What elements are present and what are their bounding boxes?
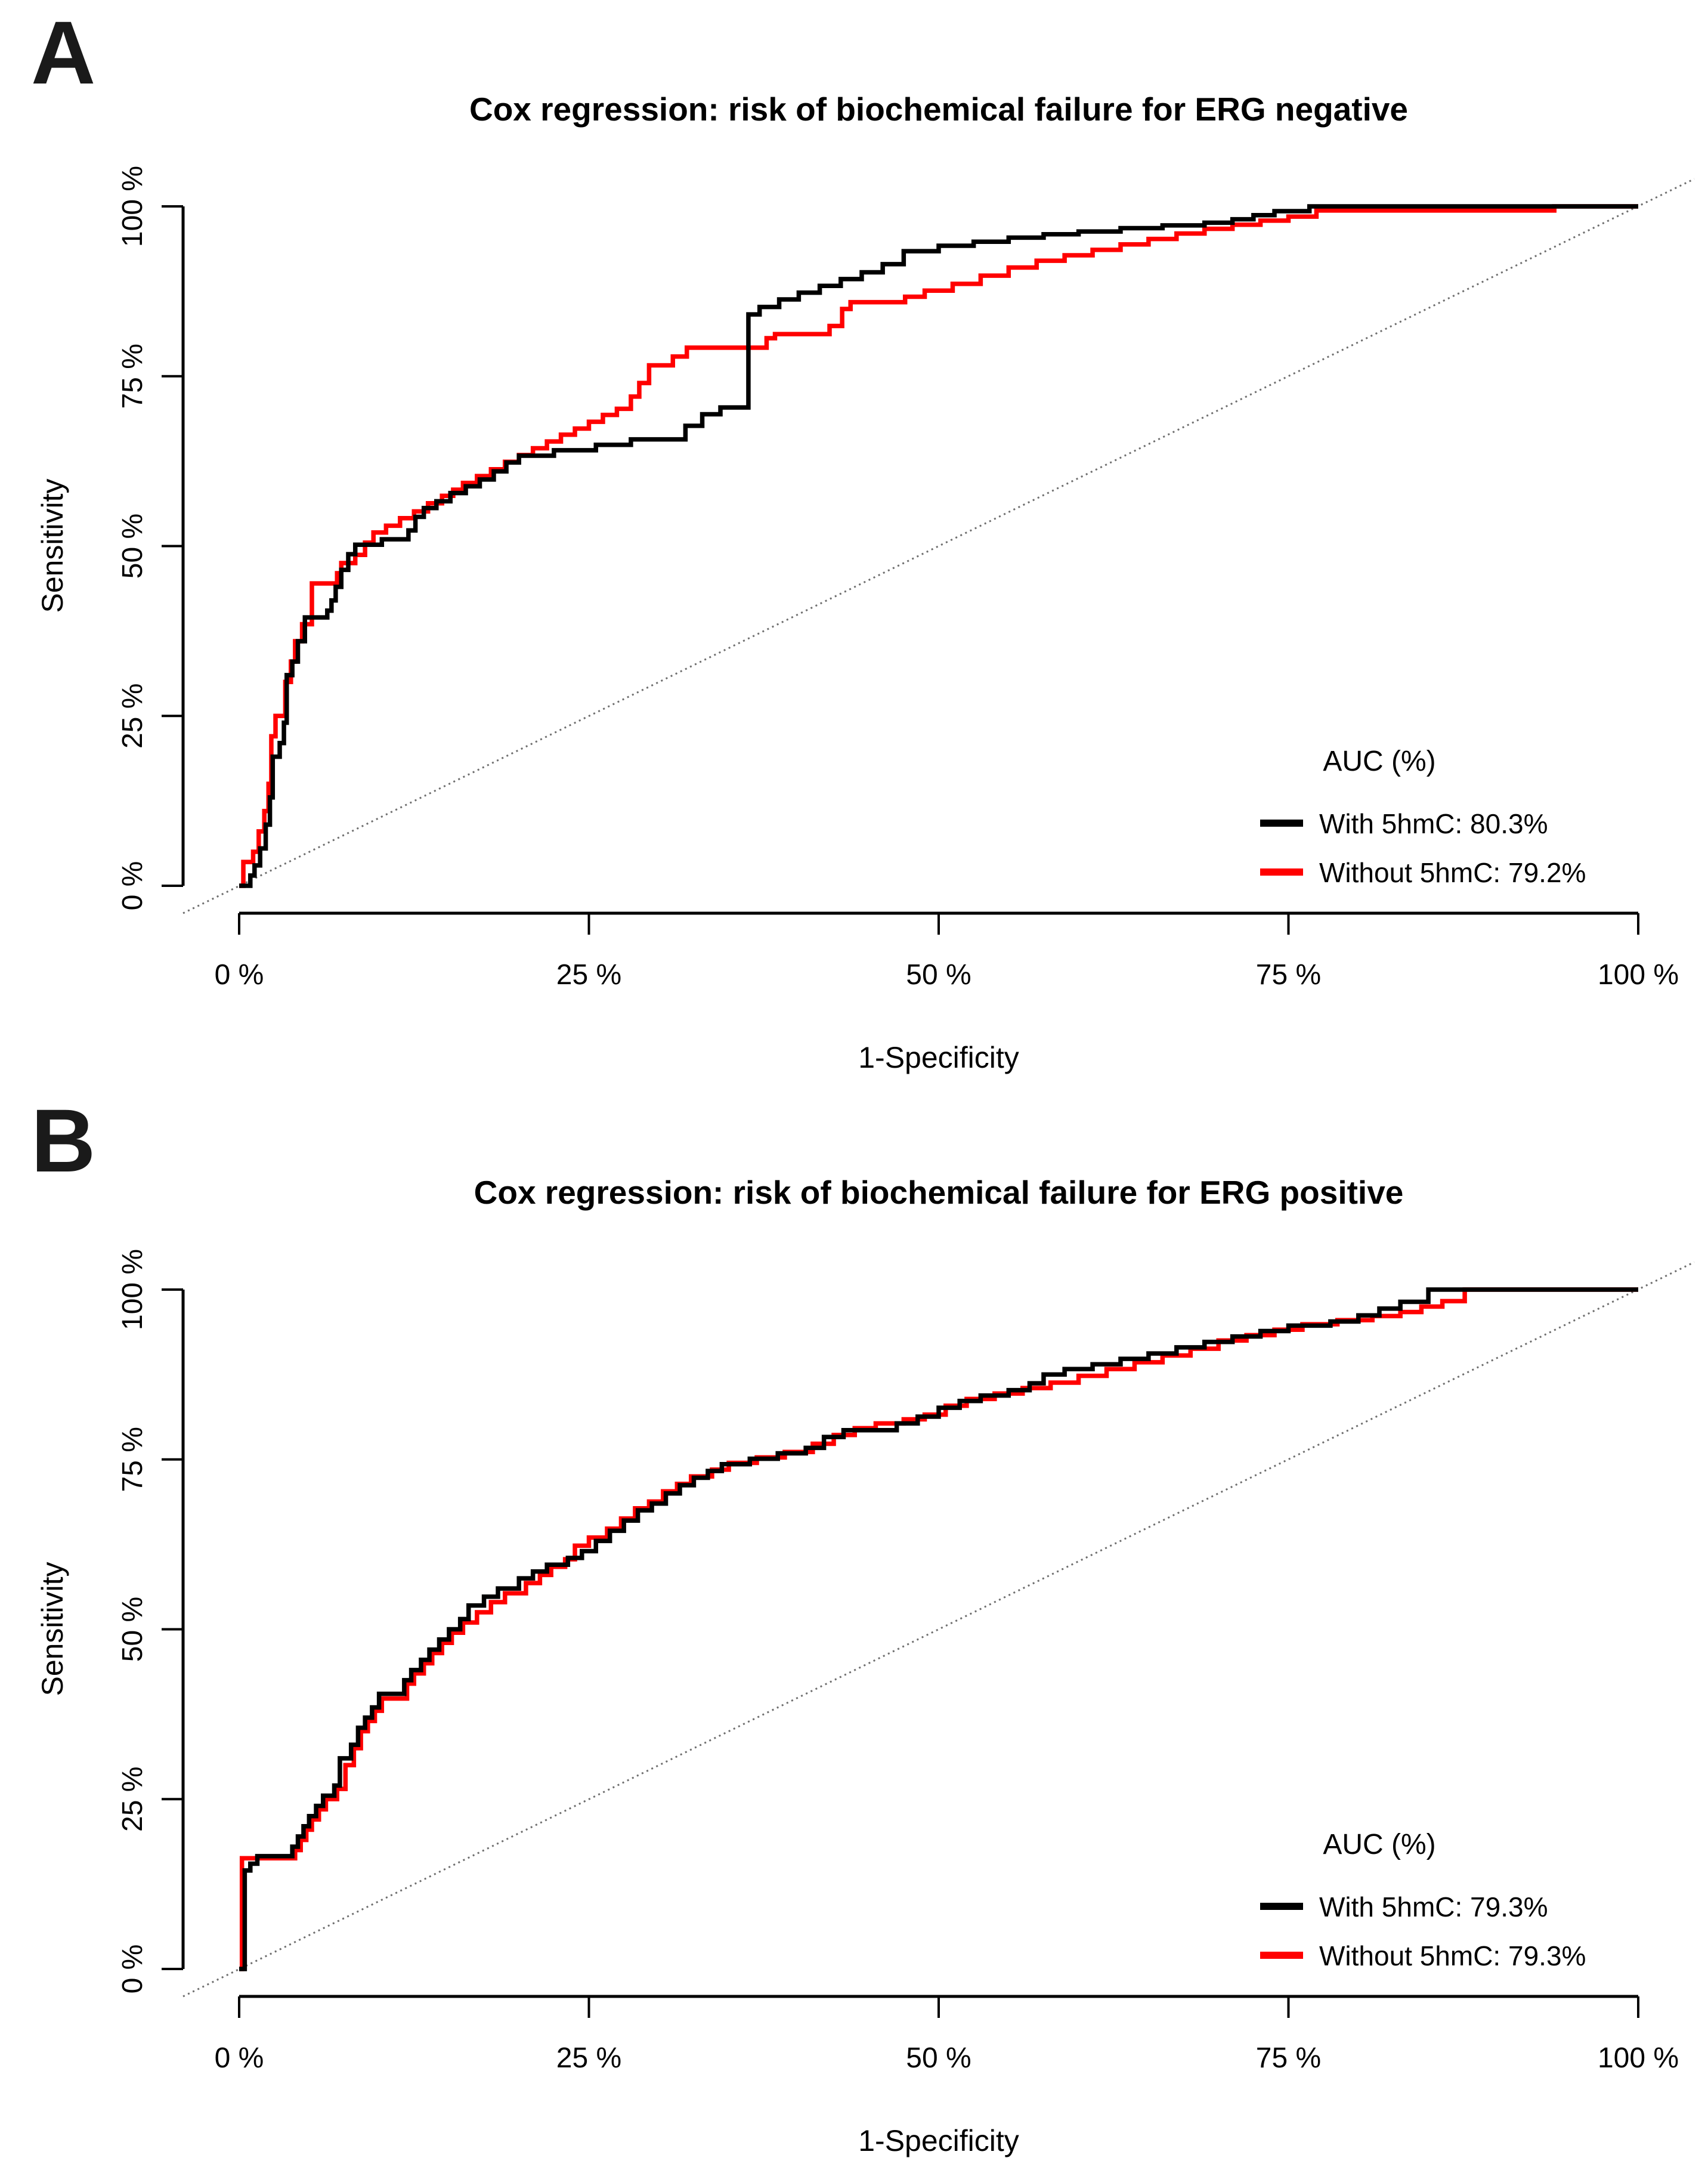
y-tick-label: 0 % xyxy=(117,1945,148,1994)
x-tick-label: 25 % xyxy=(556,2042,621,2074)
panel-a-title: Cox regression: risk of biochemical fail… xyxy=(469,91,1408,128)
panel-a-y-axis-title: Sensitivity xyxy=(36,478,69,613)
diagonal-reference-line xyxy=(182,1261,1695,1998)
x-tick-label: 100 % xyxy=(1598,959,1679,991)
panel-b-plot-area: 0 % 25 % 50 % 75 % 100 % 0 % 25 % 50 % 75 % 100 % xyxy=(117,1249,1695,2074)
panel-letter-a: A xyxy=(31,2,95,103)
panel-a: A Cox regression: risk of biochemical fa… xyxy=(31,2,1695,1074)
y-tick-label: 0 % xyxy=(117,861,148,911)
x-tick-label: 0 % xyxy=(215,959,264,991)
x-tick-label: 100 % xyxy=(1598,2042,1679,2074)
y-tick-label: 75 % xyxy=(117,344,148,409)
x-tick-label: 50 % xyxy=(906,2042,971,2074)
legend-label-without-5hmc: Without 5hmC: 79.2% xyxy=(1319,857,1586,888)
x-tick-label: 50 % xyxy=(906,959,971,991)
panel-a-plot-area: 0 % 25 % 50 % 75 % 100 % 0 % 25 % 50 % 75 % 100 % xyxy=(117,166,1695,991)
panel-b: B Cox regression: risk of biochemical fa… xyxy=(0,1083,1708,2167)
panel-b-x-axis-title: 1-Specificity xyxy=(858,2124,1019,2157)
y-tick-label: 50 % xyxy=(117,1597,148,1662)
legend-label-without-5hmc: Without 5hmC: 79.3% xyxy=(1319,1940,1586,1971)
panel-b-y-axis-title: Sensitivity xyxy=(36,1562,69,1696)
y-tick-label: 25 % xyxy=(117,684,148,749)
x-tick-label: 75 % xyxy=(1256,2042,1321,2074)
panel-b-legend: AUC (%) With 5hmC: 79.3% Without 5hmC: 7… xyxy=(1260,1829,1586,1971)
x-tick-label: 25 % xyxy=(556,959,621,991)
y-tick-label: 100 % xyxy=(117,1249,148,1330)
panel-letter-b: B xyxy=(31,1090,95,1191)
diagonal-reference-line xyxy=(182,178,1695,914)
y-tick-label: 50 % xyxy=(117,514,148,579)
legend-label-with-5hmc: With 5hmC: 80.3% xyxy=(1319,808,1548,839)
panel-a-x-axis-title: 1-Specificity xyxy=(858,1041,1019,1074)
panel-a-legend: AUC (%) With 5hmC: 80.3% Without 5hmC: 7… xyxy=(1260,746,1586,888)
roc-curve-with-5hmc xyxy=(239,1287,1638,1971)
panel-a-chart: A Cox regression: risk of biochemical fa… xyxy=(31,2,1695,1074)
y-tick-label: 100 % xyxy=(117,166,148,247)
x-tick-label: 0 % xyxy=(215,2042,264,2074)
y-tick-label: 75 % xyxy=(117,1427,148,1492)
panel-b-chart: B Cox regression: risk of biochemical fa… xyxy=(31,1090,1695,2157)
legend-label-with-5hmc: With 5hmC: 79.3% xyxy=(1319,1891,1548,1922)
legend-title: AUC (%) xyxy=(1323,746,1435,777)
y-tick-label: 25 % xyxy=(117,1767,148,1832)
panel-b-title: Cox regression: risk of biochemical fail… xyxy=(474,1174,1404,1211)
roc-curve-with-5hmc xyxy=(239,204,1638,888)
x-tick-label: 75 % xyxy=(1256,959,1321,991)
legend-title: AUC (%) xyxy=(1323,1829,1435,1860)
